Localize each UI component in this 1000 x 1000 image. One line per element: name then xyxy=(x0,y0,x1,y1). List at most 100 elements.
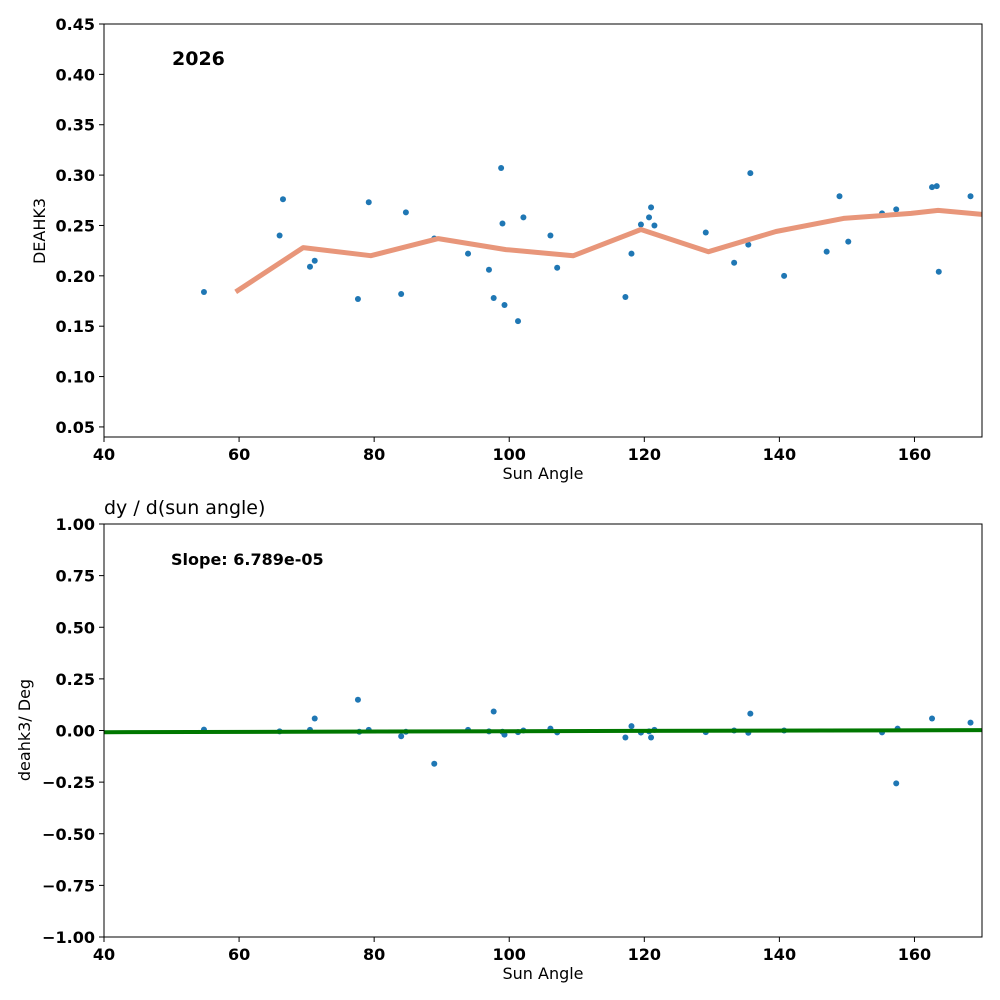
bottom-data xyxy=(103,696,983,787)
bottom-x-tick-label: 80 xyxy=(363,945,385,964)
top-y-tick-label: 0.20 xyxy=(56,267,95,286)
bottom-x-tick-label: 160 xyxy=(898,945,931,964)
top-data-point xyxy=(651,222,658,229)
top-x-tick-label: 160 xyxy=(898,445,931,464)
bottom-plot-title: dy / d(sun angle) xyxy=(104,497,265,519)
top-data-point xyxy=(276,232,283,239)
top-data-point xyxy=(646,214,653,221)
top-x-tick-label: 40 xyxy=(93,445,115,464)
top-data-point xyxy=(520,214,527,221)
bottom-x-tick-label: 120 xyxy=(628,945,661,964)
bottom-x-tick-label: 140 xyxy=(763,945,796,964)
top-data-point xyxy=(279,196,286,203)
top-ticks: 40 60 80 100 120 140 160 0.05 0.10 0.15 0.20 0.25 0.… xyxy=(56,15,932,464)
slope-annotation: Slope: 6.789e-05 xyxy=(171,550,324,569)
top-data-point xyxy=(622,293,629,300)
top-data-point xyxy=(490,294,497,301)
derivative-point xyxy=(431,760,438,767)
top-data-point xyxy=(311,257,318,264)
top-y-tick-label: 0.10 xyxy=(56,368,95,387)
top-data-point xyxy=(499,220,506,227)
top-y-tick-label: 0.40 xyxy=(56,65,95,84)
top-data-point xyxy=(200,288,207,295)
bottom-y-axis-label: deahk3/ Deg xyxy=(15,679,34,781)
derivative-point xyxy=(648,734,655,741)
top-data-point xyxy=(354,295,361,302)
top-data-point xyxy=(306,263,313,270)
bottom-panel: dy / d(sun angle) 40 60 80 100 120 140 160 −1.0… xyxy=(15,497,983,983)
top-y-tick-label: 0.35 xyxy=(56,116,95,135)
top-data-point xyxy=(731,259,738,266)
derivative-point xyxy=(490,708,497,715)
top-y-axis-label: DEAHK3 xyxy=(30,198,49,264)
top-data-point xyxy=(637,221,644,228)
derivative-point xyxy=(967,719,974,726)
top-data-point xyxy=(402,209,409,216)
top-data-point xyxy=(933,183,940,190)
bottom-y-tick-label: 0.25 xyxy=(56,670,95,689)
bottom-y-tick-label: 1.00 xyxy=(56,515,95,534)
bottom-y-tick-label: −0.25 xyxy=(42,773,95,792)
top-data-point xyxy=(628,250,635,257)
bottom-x-tick-label: 60 xyxy=(228,945,250,964)
top-year-annotation: 2026 xyxy=(172,48,225,70)
top-data-point xyxy=(893,206,900,213)
top-data-point xyxy=(485,266,492,273)
derivative-point xyxy=(311,715,318,722)
bottom-x-axis-label: Sun Angle xyxy=(502,964,583,983)
running-mean-line xyxy=(234,207,983,294)
top-x-tick-label: 80 xyxy=(363,445,385,464)
top-data-point xyxy=(547,232,554,239)
top-y-tick-label: 0.05 xyxy=(56,418,95,437)
slope-fit-line xyxy=(103,728,983,735)
top-data-point xyxy=(465,250,472,257)
top-panel: 40 60 80 100 120 140 160 0.05 0.10 0.15 0.20 0.25 0.… xyxy=(30,15,983,483)
top-y-tick-label: 0.45 xyxy=(56,15,95,34)
top-x-tick-label: 100 xyxy=(493,445,526,464)
top-data-point xyxy=(967,193,974,200)
top-data-point xyxy=(845,238,852,245)
top-data-point xyxy=(836,193,843,200)
top-data-point xyxy=(554,264,561,271)
bottom-ticks: 40 60 80 100 120 140 160 −1.00 −0.75 −0.50 −0.25 0.… xyxy=(42,515,931,964)
top-data-point xyxy=(648,204,655,211)
derivative-point xyxy=(628,723,635,730)
top-data-point xyxy=(823,248,830,255)
top-data xyxy=(200,165,983,325)
top-data-point xyxy=(501,302,508,309)
top-y-tick-label: 0.15 xyxy=(56,317,95,336)
top-y-tick-label: 0.25 xyxy=(56,216,95,235)
top-data-point xyxy=(747,170,754,177)
derivative-point xyxy=(354,696,361,703)
top-x-tick-label: 120 xyxy=(628,445,661,464)
bottom-y-tick-label: −0.50 xyxy=(42,825,95,844)
top-plot-frame xyxy=(103,23,983,438)
top-data-point xyxy=(745,241,752,248)
bottom-x-tick-label: 40 xyxy=(93,945,115,964)
bottom-y-tick-label: 0.75 xyxy=(56,567,95,586)
bottom-plot-frame xyxy=(103,523,983,938)
derivative-point xyxy=(747,710,754,717)
top-x-tick-label: 140 xyxy=(763,445,796,464)
top-x-axis-label: Sun Angle xyxy=(502,464,583,483)
derivative-point xyxy=(398,733,405,740)
derivative-point xyxy=(893,780,900,787)
bottom-y-tick-label: 0.00 xyxy=(56,722,95,741)
top-y-tick-label: 0.30 xyxy=(56,166,95,185)
bottom-x-tick-label: 100 xyxy=(493,945,526,964)
top-data-point xyxy=(929,184,936,191)
top-data-point xyxy=(498,165,505,172)
top-data-point xyxy=(365,199,372,206)
bottom-y-tick-label: −1.00 xyxy=(42,928,95,947)
top-data-point xyxy=(702,229,709,236)
derivative-point xyxy=(929,715,936,722)
top-x-tick-label: 60 xyxy=(228,445,250,464)
bottom-y-tick-label: −0.75 xyxy=(42,876,95,895)
top-data-point xyxy=(515,318,522,325)
derivative-point xyxy=(622,734,629,741)
top-data-point xyxy=(398,290,405,297)
bottom-y-tick-label: 0.50 xyxy=(56,618,95,637)
top-data-point xyxy=(781,272,788,279)
top-data-point xyxy=(935,268,942,275)
